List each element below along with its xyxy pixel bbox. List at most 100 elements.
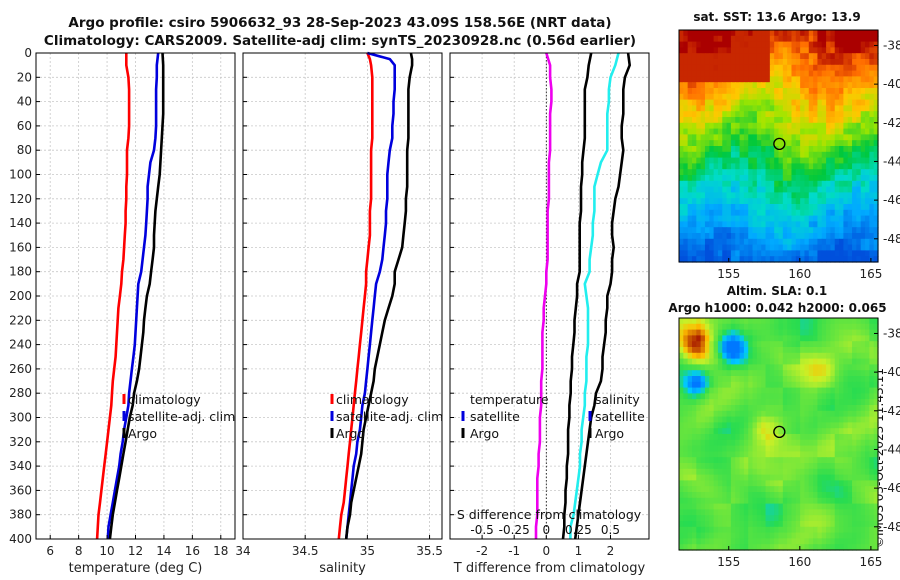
- map-cell: [691, 76, 697, 83]
- map-cell: [704, 347, 710, 354]
- map-cell: [769, 434, 775, 441]
- map-cell: [778, 215, 784, 222]
- map-cell: [752, 128, 758, 135]
- map-cell: [821, 352, 827, 360]
- map-cell: [735, 381, 741, 389]
- map-cell: [865, 169, 870, 176]
- map-cell: [709, 399, 715, 406]
- map-cell: [791, 163, 797, 170]
- map-cell: [679, 93, 684, 101]
- map-cell: [813, 256, 819, 263]
- map-cell: [839, 59, 844, 66]
- map-cell: [743, 134, 749, 141]
- map-cell: [795, 341, 801, 348]
- map-cell: [709, 59, 715, 66]
- map-cell: [804, 474, 810, 481]
- map-cell: [726, 399, 732, 406]
- map-cell: [769, 393, 775, 400]
- map-cell: [830, 515, 836, 522]
- map-cell: [683, 198, 689, 205]
- map-cell: [817, 64, 823, 72]
- map-cell: [843, 544, 849, 551]
- map-cell: [778, 30, 784, 37]
- map-cell: [739, 88, 745, 95]
- map-cell: [778, 35, 784, 43]
- map-cell: [782, 515, 788, 522]
- map-cell: [852, 82, 857, 89]
- map-cell: [709, 82, 715, 89]
- map-cell: [726, 233, 732, 240]
- map-cell: [847, 445, 853, 452]
- map-cell: [769, 341, 775, 348]
- map-cell: [679, 215, 684, 222]
- map-cell: [735, 30, 741, 37]
- map-cell: [834, 41, 840, 48]
- map-cell: [683, 387, 689, 394]
- map-cell: [782, 209, 788, 217]
- map-cell: [709, 387, 715, 394]
- map-cell: [791, 538, 797, 545]
- map-cell: [735, 474, 741, 481]
- map-cell: [683, 474, 689, 481]
- map-cell: [787, 238, 793, 246]
- map-cell: [795, 76, 801, 83]
- map-cell: [826, 410, 832, 418]
- map-cell: [717, 463, 723, 470]
- map-cell: [761, 227, 767, 234]
- map-cell: [873, 364, 879, 371]
- map-cell: [717, 140, 723, 147]
- map-cell: [704, 227, 710, 234]
- map-cell: [683, 204, 689, 211]
- map-cell: [748, 341, 754, 348]
- map-cell: [700, 93, 706, 101]
- map-cell: [756, 192, 762, 199]
- map-cell: [709, 163, 715, 170]
- map-cell: [700, 256, 706, 263]
- map-cell: [761, 463, 767, 470]
- map-cell: [791, 399, 797, 406]
- map-cell: [821, 244, 827, 251]
- map-cell: [696, 422, 702, 429]
- map-cell: [791, 439, 797, 447]
- map-cell: [722, 376, 728, 383]
- map-cell: [683, 358, 689, 365]
- map-cell: [739, 422, 745, 429]
- map-cell: [843, 128, 849, 135]
- map-cell: [778, 117, 784, 124]
- map-cell: [696, 544, 702, 551]
- map-cell: [691, 163, 697, 170]
- map-cell: [778, 463, 784, 470]
- map-cell: [813, 59, 819, 66]
- map-cell: [865, 146, 870, 153]
- map-cell: [852, 532, 857, 539]
- map-cell: [713, 364, 719, 371]
- map-cell: [704, 59, 710, 66]
- map-cell: [769, 544, 775, 551]
- map-cell: [713, 538, 719, 545]
- map-cell: [830, 122, 836, 130]
- map-cell: [696, 538, 702, 545]
- map-cell: [843, 381, 849, 389]
- map-cell: [795, 381, 801, 389]
- map-cell: [847, 134, 853, 141]
- map-cell: [869, 393, 875, 400]
- map-cell: [795, 410, 801, 418]
- map-cell: [743, 347, 749, 354]
- map-cell: [839, 538, 844, 545]
- map-cell: [813, 151, 819, 159]
- map-cell: [769, 416, 775, 423]
- map-cell: [748, 163, 754, 170]
- map-cell: [821, 544, 827, 551]
- map-cell: [704, 341, 710, 348]
- map-cell: [739, 140, 745, 147]
- map-cell: [765, 250, 771, 257]
- map-cell: [826, 381, 832, 389]
- map-cell: [813, 221, 819, 228]
- map-cell: [717, 410, 723, 418]
- map-cell: [787, 198, 793, 205]
- map-cell: [756, 387, 762, 394]
- map-cell: [800, 122, 806, 130]
- map-cell: [761, 192, 767, 199]
- s-tick-label: -0.5: [470, 523, 493, 537]
- map-cell: [817, 410, 823, 418]
